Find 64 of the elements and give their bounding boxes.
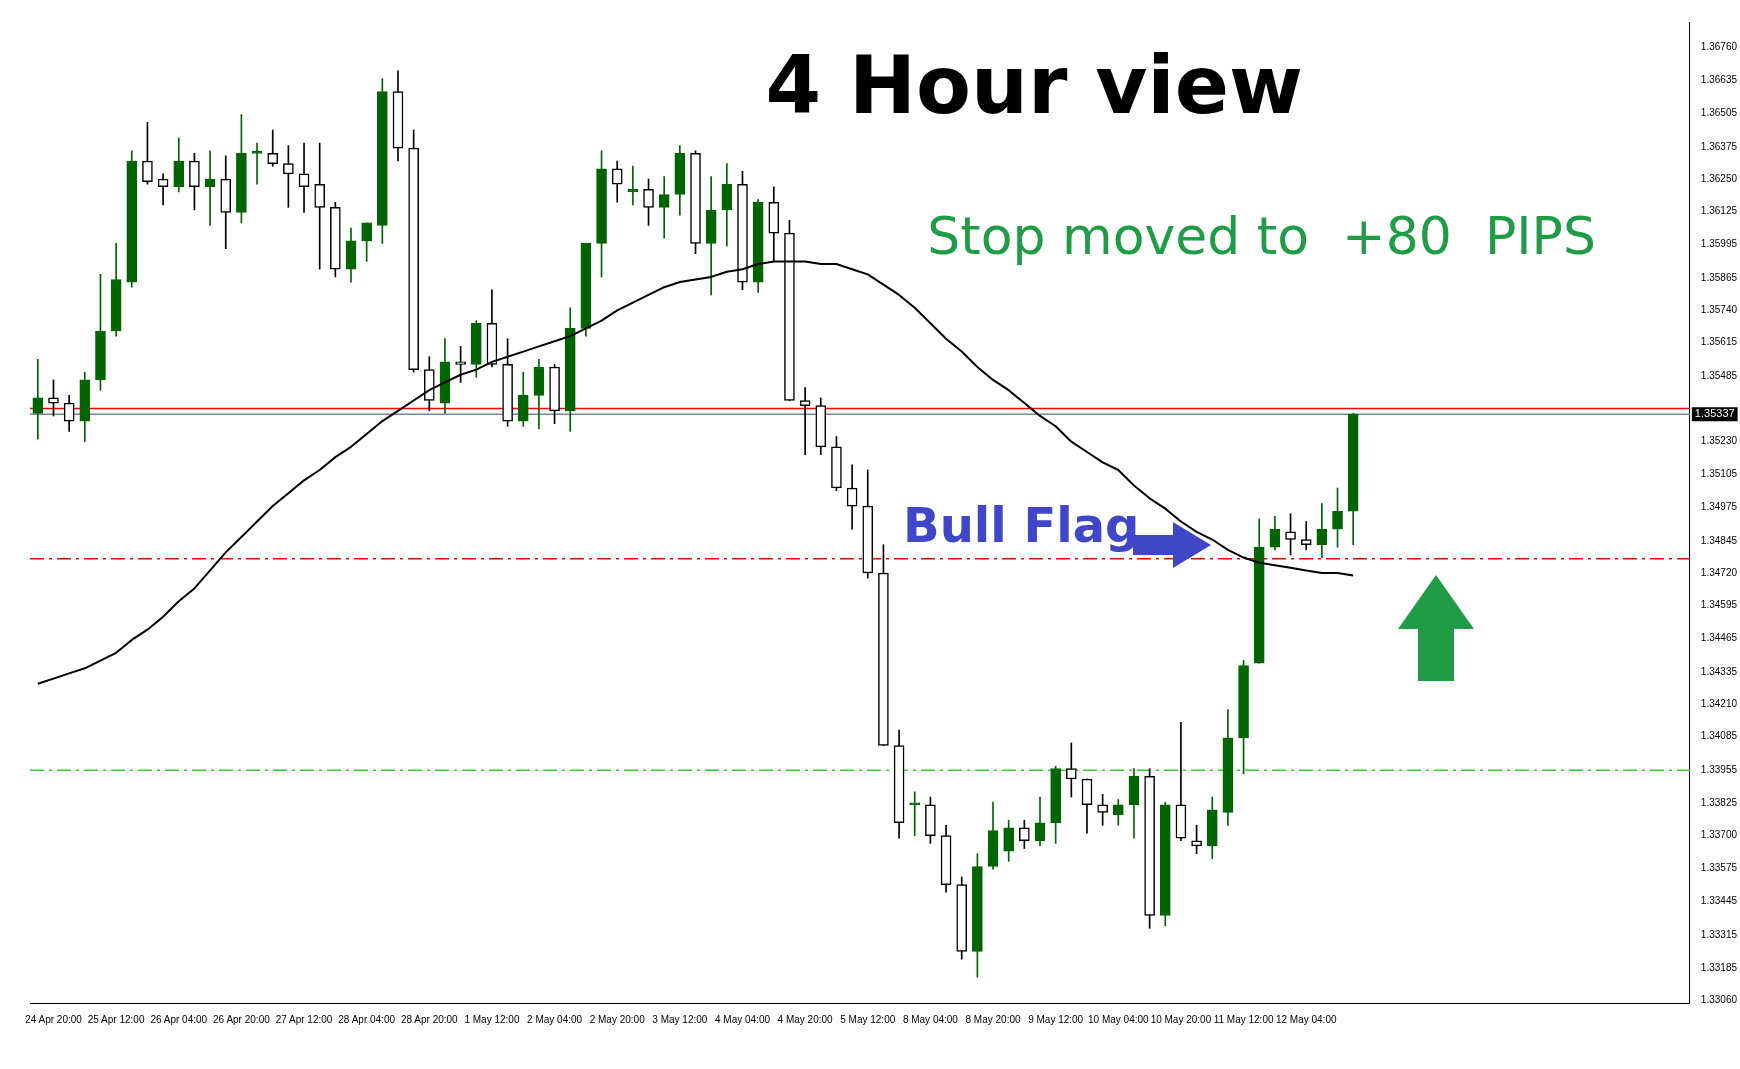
y-tick-label: 1.35740 (1700, 304, 1738, 316)
y-tick-label: 1.35230 (1700, 435, 1738, 447)
candlestick (1300, 521, 1312, 551)
candlestick (314, 142, 326, 270)
y-tick-label: 1.34595 (1700, 598, 1738, 610)
ref-line-label: 1.35337 (1694, 407, 1735, 420)
y-tick-label: 1.34975 (1700, 501, 1738, 513)
x-tick-label: 26 Apr 04:00 (150, 1013, 208, 1025)
y-tick-label: 1.36125 (1700, 205, 1738, 216)
x-tick-label: 27 Apr 12:00 (275, 1013, 333, 1025)
candlestick (658, 176, 670, 239)
x-tick-label: 9 May 12:00 (1028, 1013, 1084, 1025)
chart-title: 4 Hour view (765, 38, 1303, 132)
y-tick-label: 1.34465 (1700, 632, 1738, 644)
x-tick-label: 26 Apr 20:00 (213, 1013, 271, 1025)
y-tick-label: 1.35615 (1700, 336, 1738, 348)
candlestick (298, 142, 310, 213)
x-tick-label: 28 Apr 20:00 (400, 1013, 459, 1025)
y-tick-label: 1.36505 (1700, 107, 1738, 119)
y-tick-label: 1.34720 (1700, 566, 1738, 578)
y-tick-label: 1.35485 (1700, 369, 1738, 381)
y-tick-label: 1.34210 (1700, 698, 1738, 710)
x-tick-label: 5 May 12:00 (840, 1013, 896, 1025)
y-tick-label: 1.34845 (1700, 534, 1738, 546)
y-tick-label: 1.33575 (1700, 861, 1738, 873)
y-tick-label: 1.34085 (1700, 730, 1738, 742)
x-tick-label: 25 Apr 12:00 (87, 1013, 145, 1025)
y-tick-label: 1.34335 (1700, 665, 1738, 677)
candlestick (627, 165, 639, 206)
x-tick-label: 2 May 20:00 (589, 1013, 646, 1025)
y-tick-label: 1.35995 (1700, 238, 1738, 250)
x-tick-label: 3 May 12:00 (652, 1013, 708, 1025)
candlestick (909, 791, 921, 836)
x-tick-label: 2 May 04:00 (527, 1013, 583, 1025)
y-tick-label: 1.33825 (1700, 797, 1738, 809)
y-tick-label: 1.35105 (1700, 467, 1738, 479)
y-tick-label: 1.33315 (1700, 928, 1738, 940)
y-tick-label: 1.33955 (1700, 763, 1738, 775)
x-tick-label: 11 May 12:00 (1213, 1013, 1274, 1025)
candlestick (251, 142, 263, 185)
y-tick-label: 1.35865 (1700, 271, 1738, 283)
x-tick-label: 24 Apr 20:00 (25, 1013, 83, 1025)
x-tick-label: 8 May 04:00 (902, 1013, 959, 1025)
x-tick-label: 8 May 20:00 (965, 1013, 1021, 1025)
candlestick (204, 150, 216, 226)
x-tick-label: 4 May 20:00 (777, 1013, 834, 1025)
x-tick-label: 1 May 12:00 (464, 1013, 520, 1025)
y-tick-label: 1.33700 (1700, 829, 1738, 841)
y-tick-label: 1.36635 (1700, 73, 1738, 85)
candlestick (1065, 742, 1077, 798)
x-tick-label: 28 Apr 04:00 (338, 1013, 396, 1025)
annotation: Bull Flag (903, 497, 1140, 554)
y-tick-label: 1.36250 (1700, 172, 1738, 184)
x-tick-label: 12 May 04:00 (1275, 1013, 1337, 1025)
y-tick-label: 1.33060 (1700, 994, 1738, 1006)
y-tick-label: 1.33185 (1700, 961, 1738, 973)
x-tick-label: 10 May 20:00 (1150, 1013, 1212, 1025)
y-tick-label: 1.36760 (1700, 41, 1738, 53)
y-tick-label: 1.36375 (1700, 140, 1738, 152)
x-tick-label: 10 May 04:00 (1087, 1013, 1150, 1025)
y-tick-label: 1.33445 (1700, 895, 1738, 907)
candlestick (32, 358, 44, 440)
annotation: Stop moved to +80 PIPS (927, 205, 1596, 266)
x-tick-label: 4 May 04:00 (714, 1013, 771, 1025)
